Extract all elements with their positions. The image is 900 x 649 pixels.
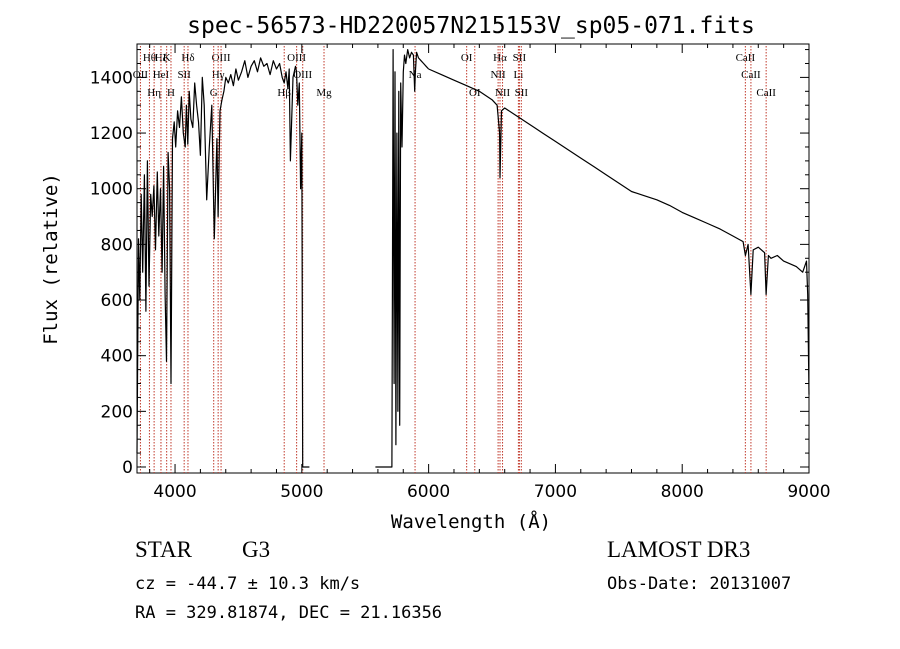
observation-date: Obs-Date: 20131007: [607, 574, 792, 594]
marker-label: Hθ: [143, 52, 156, 64]
marker-label: OI: [461, 52, 473, 64]
flux-series: [136, 48, 810, 468]
marker-label: NII: [495, 87, 511, 99]
y-tick-label: 600: [101, 291, 133, 311]
y-tick-label: 400: [101, 347, 133, 367]
marker-label: CaII: [736, 52, 756, 64]
object-class: STAR: [135, 537, 192, 562]
marker-label: H: [167, 87, 175, 99]
x-tick-label: 8000: [661, 482, 704, 502]
y-tick-label: 0: [122, 458, 133, 478]
marker-label: Hδ: [181, 52, 194, 64]
marker-label: Hβ: [277, 87, 291, 99]
marker-label: Hη: [147, 87, 161, 99]
coordinates: RA = 329.81874, DEC = 21.16356: [135, 603, 443, 623]
marker-label: Hα: [493, 52, 507, 64]
marker-label: K: [163, 52, 171, 64]
marker-label: OII: [133, 69, 149, 81]
object-subclass: G3: [242, 537, 271, 562]
marker-label: HeI: [153, 69, 170, 81]
x-tick-label: 6000: [407, 482, 450, 502]
marker-label: OIII: [287, 52, 306, 64]
x-tick-label: 7000: [534, 482, 577, 502]
marker-label: OI: [469, 87, 481, 99]
x-axis-label: Wavelength (Å): [391, 510, 551, 533]
marker-label: CaII: [741, 69, 761, 81]
marker-label: SII: [515, 87, 529, 99]
plot-frame: [136, 43, 810, 474]
marker-label: SII: [513, 52, 527, 64]
y-tick-label: 1000: [90, 180, 133, 200]
marker-label: Mg: [316, 87, 332, 99]
survey-release: LAMOST DR3: [607, 537, 751, 562]
x-tick-label: 9000: [787, 482, 830, 502]
y-axis-label: Flux (relative): [40, 173, 62, 345]
marker-label: NII: [490, 69, 506, 81]
y-tick-label: 1400: [90, 68, 133, 88]
y-tick-label: 200: [101, 402, 133, 422]
marker-label: Hγ: [212, 69, 225, 81]
x-tick-label: 4000: [153, 482, 196, 502]
redshift-velocity: cz = -44.7 ± 10.3 km/s: [135, 574, 361, 594]
y-tick-label: 1200: [90, 124, 133, 144]
chart-title: spec-56573-HD220057N215153V_sp05-071.fit…: [187, 13, 755, 39]
marker-label: SII: [177, 69, 191, 81]
x-tick-label: 5000: [280, 482, 323, 502]
marker-label: Li: [514, 69, 524, 81]
marker-label: G: [210, 87, 218, 99]
x-axis-ticks: 4000 5000 6000 7000 8000 9000: [149, 44, 831, 502]
marker-label: OIII: [212, 52, 231, 64]
y-tick-label: 800: [101, 235, 133, 255]
marker-label: CaII: [756, 87, 776, 99]
flux-line-2: [428, 68, 810, 395]
y-axis-ticks: 0 200 400 600 800 1000 1200 1400: [90, 49, 809, 478]
flux-line-1: [375, 48, 430, 468]
flux-line-0: [136, 57, 310, 468]
marker-label: OIII: [293, 69, 312, 81]
